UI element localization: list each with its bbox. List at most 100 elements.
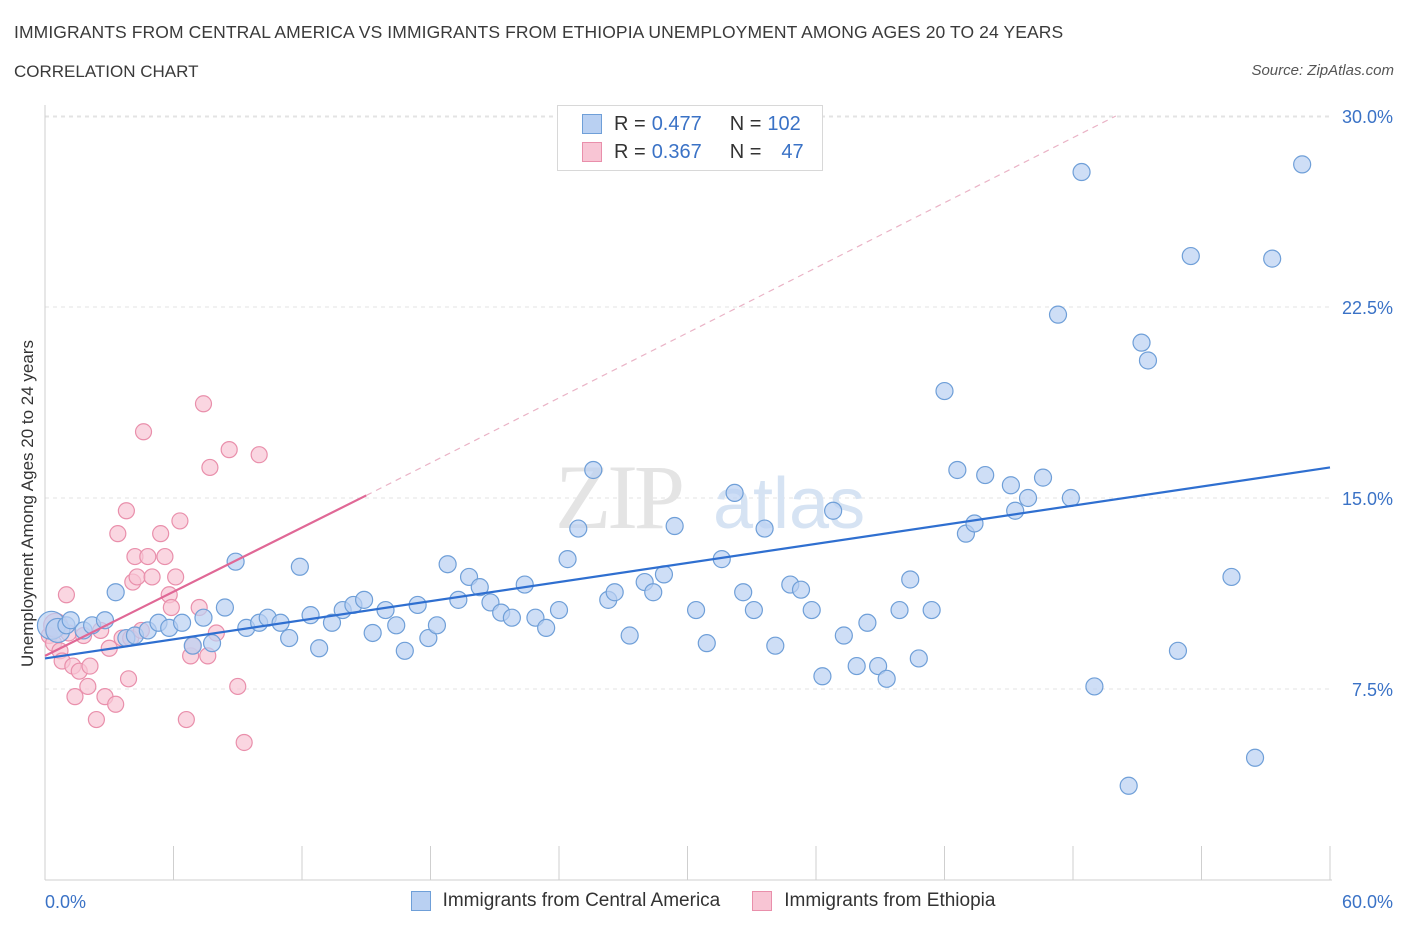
ethiopia-point <box>57 586 76 604</box>
central-america-point <box>802 600 821 620</box>
central-america-point <box>1132 333 1151 352</box>
ethiopia-point <box>156 547 174 566</box>
ethiopia-point <box>235 733 253 752</box>
central-america-point <box>686 600 706 620</box>
ethiopia-point <box>109 525 127 543</box>
ethiopia-point <box>79 677 97 696</box>
central-america-point <box>1001 476 1020 495</box>
series-legend-central-america: Immigrants from Central America <box>410 890 721 912</box>
central-america-point <box>1245 748 1265 767</box>
ethiopia-point <box>171 512 189 530</box>
legend-r-value: 0.367 <box>651 140 702 163</box>
central-america-point <box>584 460 603 480</box>
central-america-point <box>376 600 395 620</box>
ethiopia-trendline <box>44 494 367 657</box>
central-america-point <box>1181 246 1200 266</box>
central-america-point <box>202 634 222 653</box>
central-america-point <box>290 557 309 576</box>
ethiopia-point <box>194 395 213 413</box>
legend-n-value: 102 <box>767 112 801 135</box>
central-america-point <box>502 608 521 627</box>
central-america-point <box>877 669 896 688</box>
central-america-point <box>470 578 489 597</box>
central-america-point <box>901 570 920 589</box>
y-tick-label: 30.0% <box>1342 107 1393 127</box>
central-america-point <box>558 550 577 569</box>
central-america-point <box>355 590 374 609</box>
central-america-point <box>363 623 382 643</box>
y-tick-label: 7.5% <box>1352 680 1393 700</box>
x-tick-label: 60.0% <box>1342 892 1393 912</box>
series-label-central-america: Immigrants from Central America <box>442 890 721 911</box>
ethiopia-point <box>167 568 185 586</box>
ethiopia-point <box>201 458 219 477</box>
central-america-point <box>1138 351 1158 370</box>
axis-layer <box>44 105 1332 881</box>
central-america-point <box>734 583 753 602</box>
central-america-point <box>419 628 438 648</box>
grid-layer <box>45 115 1330 690</box>
ethiopia-point <box>128 568 146 586</box>
ethiopia-point <box>119 670 138 688</box>
watermark-atlas: atlas <box>713 464 865 544</box>
central-america-point <box>438 555 457 574</box>
central-america-point <box>387 616 406 635</box>
ethiopia-point <box>139 547 157 566</box>
series-label-ethiopia: Immigrants from Ethiopia <box>784 890 996 911</box>
central-america-point <box>697 634 716 653</box>
central-america-point <box>537 618 556 637</box>
ethiopia-point <box>134 423 153 441</box>
chart-title: IMMIGRANTS FROM CENTRAL AMERICA VS IMMIG… <box>14 22 1064 42</box>
central-america-point <box>569 519 588 538</box>
central-america-point <box>322 613 342 632</box>
points-layer <box>36 155 1312 795</box>
central-america-point <box>61 611 80 630</box>
correlation-legend: R = 0.477 N = 102 R = 0.367 N = 47 <box>557 105 823 171</box>
central-america-point <box>620 626 639 645</box>
legend-swatch-blue <box>582 114 602 134</box>
series-legend-ethiopia: Immigrants from Ethiopia <box>752 890 995 912</box>
x-tick-label: 0.0% <box>45 892 86 912</box>
source-label: Source: ZipAtlas.com <box>1251 62 1394 79</box>
ethiopia-point <box>220 441 238 459</box>
central-america-point <box>965 514 984 533</box>
trend-layer <box>44 115 1331 660</box>
central-america-point <box>1263 249 1282 268</box>
ethiopia-point <box>152 525 170 543</box>
central-america-point <box>106 583 125 602</box>
central-america-point <box>813 667 832 686</box>
central-america-point <box>847 656 866 676</box>
central-america-point <box>215 598 234 617</box>
central-america-trendline <box>44 466 1331 660</box>
central-america-point <box>1033 468 1053 487</box>
central-america-point <box>922 600 941 620</box>
central-america-point <box>605 583 624 602</box>
central-america-point <box>427 616 447 635</box>
central-america-point <box>976 465 995 485</box>
central-america-point <box>725 483 744 503</box>
central-america-point <box>935 381 954 401</box>
ethiopia-point <box>229 677 247 696</box>
central-america-point <box>280 628 299 648</box>
central-america-point <box>766 636 785 655</box>
ethiopia-point <box>143 568 161 586</box>
central-america-point <box>755 519 774 538</box>
central-america-point <box>1085 677 1104 696</box>
central-america-point <box>194 608 213 627</box>
central-america-point <box>310 639 329 658</box>
central-america-point <box>665 516 684 536</box>
legend-swatch-pink <box>582 142 602 162</box>
ethiopia-point <box>66 688 84 706</box>
legend-r-label: R = <box>614 112 646 135</box>
central-america-point <box>1168 641 1188 660</box>
central-america-point <box>869 656 888 676</box>
series-swatch-blue <box>410 891 431 911</box>
series-legend: Immigrants from Central America Immigran… <box>0 890 1406 912</box>
central-america-point <box>791 580 811 599</box>
y-tick-label: 15.0% <box>1342 489 1393 509</box>
central-america-point <box>644 583 663 602</box>
central-america-point <box>183 636 202 655</box>
watermark: ZIP atlas <box>555 446 865 548</box>
legend-row-ethiopia: R = 0.367 N = 47 <box>582 140 804 164</box>
